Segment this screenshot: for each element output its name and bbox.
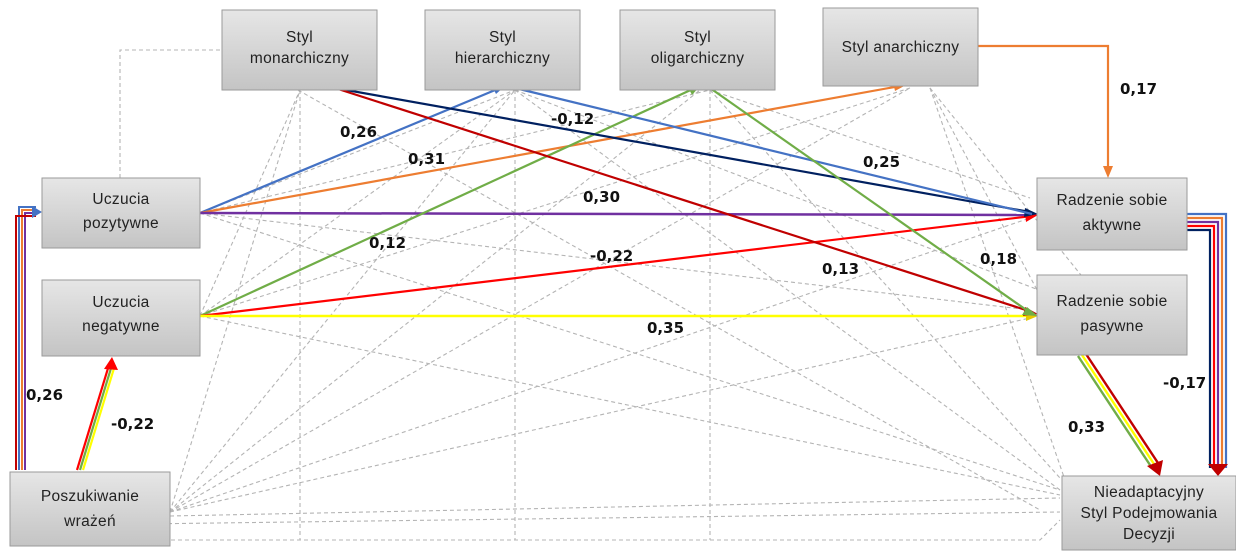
node-poszukiwanie-wrazen: Poszukiwanie wrażeń <box>9 471 171 547</box>
dashed-path <box>169 497 1061 517</box>
coef-label: 0,35 <box>647 319 684 337</box>
dashed-path <box>199 212 1061 491</box>
path-hier-act <box>514 86 1033 216</box>
coef-label: 0,31 <box>408 150 445 168</box>
dashed-path <box>514 89 1061 491</box>
dashed-path <box>199 89 711 214</box>
dashed-path <box>169 317 1031 513</box>
dashed-path <box>709 89 1031 199</box>
node-label: Styl anarchiczny <box>842 39 960 56</box>
path-anarch-act <box>978 44 1110 170</box>
nonsignificant-paths <box>119 49 1086 541</box>
node-radzenie-aktywne: Radzenie sobie aktywne <box>1036 177 1188 251</box>
dashed-path <box>199 89 516 214</box>
node-label: Poszukiwanie <box>41 488 139 505</box>
node-styl-monarchiczny: Styl monarchiczny <box>221 9 378 91</box>
dashed-path <box>199 212 1031 311</box>
path-poz-anarch <box>199 84 901 215</box>
coef-label: 0,12 <box>369 234 406 252</box>
node-label: Nieadaptacyjny <box>1094 484 1204 501</box>
node-label: negatywne <box>82 318 160 335</box>
node-label: Uczucia <box>92 294 149 311</box>
path-poz-hier <box>199 86 501 215</box>
coef-label: 0,33 <box>1068 418 1105 436</box>
coef-label: 0,13 <box>822 260 859 278</box>
coef-label: 0,18 <box>980 250 1017 268</box>
dashed-path <box>139 511 1061 525</box>
dashed-path <box>199 315 1061 496</box>
dashed-path <box>199 89 516 317</box>
node-label: aktywne <box>1083 217 1142 234</box>
coef-label: 0,30 <box>583 188 620 206</box>
arrowhead <box>1103 166 1113 178</box>
path-posz-neg <box>75 357 118 471</box>
path-mon-pas <box>334 86 1033 314</box>
coef-label: -0,22 <box>590 247 633 265</box>
node-label: Radzenie sobie <box>1056 192 1167 209</box>
dashed-path <box>929 87 1066 481</box>
path-poz-act <box>199 211 1031 217</box>
node-label: Uczucia <box>92 191 149 208</box>
node-label: Decyzji <box>1123 526 1175 543</box>
path-neg-act <box>199 214 1033 318</box>
coefficient-labels: 0,26 0,31 -0,12 0,17 0,25 0,30 0,12 -0,2… <box>26 80 1206 436</box>
coef-label: -0,22 <box>111 415 154 433</box>
node-label: Styl Podejmowania <box>1081 505 1218 522</box>
node-label: Radzenie sobie <box>1056 293 1167 310</box>
node-label: Styl <box>286 29 313 46</box>
path-pas-nie <box>1076 353 1163 476</box>
node-radzenie-pasywne: Radzenie sobie pasywne <box>1036 274 1188 356</box>
dashed-path <box>929 87 1046 306</box>
node-label: Styl <box>489 29 516 46</box>
dashed-path <box>169 217 1031 513</box>
coef-label: -0,17 <box>1163 374 1206 392</box>
node-nieadaptacyjny: Nieadaptacyjny Styl Podejmowania Decyzji <box>1061 475 1236 551</box>
coef-label: 0,26 <box>26 386 63 404</box>
node-label: wrażeń <box>63 513 116 530</box>
dashed-path <box>514 89 1066 301</box>
dashed-path <box>150 519 1061 541</box>
dashed-path <box>169 89 701 513</box>
node-uczucia-pozytywne: Uczucia pozytywne <box>41 177 201 249</box>
node-label: Styl <box>684 29 711 46</box>
dashed-path <box>709 89 1061 479</box>
dashed-path <box>169 87 911 513</box>
node-label: hierarchiczny <box>455 50 550 67</box>
node-label: pasywne <box>1080 318 1143 335</box>
coef-label: -0,12 <box>551 110 594 128</box>
dashed-path <box>199 87 911 317</box>
dashed-path <box>199 89 301 317</box>
significant-paths <box>15 44 1228 476</box>
path-neg-olig <box>199 87 696 317</box>
node-styl-anarchiczny: Styl anarchiczny <box>822 7 979 87</box>
coef-label: 0,17 <box>1120 80 1157 98</box>
node-styl-oligarchiczny: Styl oligarchiczny <box>619 9 776 91</box>
path-posz-poz <box>15 206 42 470</box>
coef-label: 0,26 <box>340 123 377 141</box>
node-styl-hierarchiczny: Styl hierarchiczny <box>424 9 581 91</box>
coef-label: 0,25 <box>863 153 900 171</box>
path-mon-act <box>334 86 1031 214</box>
arrowhead <box>1022 307 1038 316</box>
path-act-nie <box>1186 212 1228 476</box>
dashed-path <box>119 49 220 178</box>
path-olig-pas <box>709 87 1033 315</box>
node-label: pozytywne <box>83 215 159 232</box>
node-uczucia-negatywne: Uczucia negatywne <box>41 279 201 357</box>
node-label: oligarchiczny <box>651 50 745 67</box>
arrowhead <box>1024 208 1038 217</box>
node-label: monarchiczny <box>250 50 349 67</box>
